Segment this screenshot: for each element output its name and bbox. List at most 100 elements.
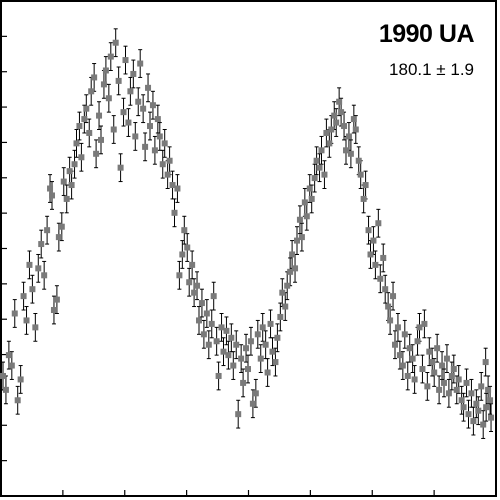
data-point xyxy=(392,341,398,348)
data-point xyxy=(233,341,240,348)
data-point xyxy=(26,261,33,268)
data-point xyxy=(404,372,411,379)
data-point xyxy=(176,272,183,279)
data-point xyxy=(409,355,416,362)
data-point xyxy=(262,341,269,348)
data-point xyxy=(247,338,254,345)
data-point xyxy=(482,359,489,366)
data-point xyxy=(289,251,296,258)
data-point xyxy=(488,414,495,421)
data-point xyxy=(284,282,291,289)
data-point xyxy=(318,147,325,154)
data-point xyxy=(130,70,137,77)
data-point xyxy=(465,411,472,418)
data-point xyxy=(269,348,276,355)
data-point xyxy=(174,185,181,192)
data-point xyxy=(460,404,467,411)
data-point xyxy=(151,147,158,154)
data-point xyxy=(147,123,153,130)
data-point xyxy=(328,126,335,133)
data-point xyxy=(287,268,294,275)
data-point xyxy=(480,421,487,428)
data-point xyxy=(414,338,421,345)
data-point xyxy=(292,265,299,272)
data-point xyxy=(298,234,305,241)
data-point xyxy=(166,157,173,164)
data-point xyxy=(341,123,348,130)
data-point xyxy=(142,143,149,150)
data-point xyxy=(78,154,85,161)
data-point xyxy=(156,133,163,140)
error-bars xyxy=(1,28,494,439)
data-point xyxy=(47,185,54,192)
data-point xyxy=(445,390,452,397)
data-point xyxy=(448,372,455,379)
data-point xyxy=(107,53,114,60)
data-point xyxy=(431,369,438,376)
data-point xyxy=(96,112,103,119)
data-point xyxy=(29,286,36,293)
data-point xyxy=(210,293,217,300)
data-point xyxy=(372,261,379,268)
data-point xyxy=(140,105,147,112)
data-point xyxy=(301,199,308,206)
data-point xyxy=(205,341,212,348)
data-point xyxy=(345,133,352,140)
data-point xyxy=(112,39,119,46)
data-point xyxy=(252,390,259,397)
data-point xyxy=(443,355,450,362)
data-point xyxy=(115,77,122,84)
data-point xyxy=(455,376,462,383)
data-point xyxy=(367,251,374,258)
data-point xyxy=(83,105,90,112)
data-point xyxy=(58,223,65,230)
data-point xyxy=(254,331,261,338)
data-point xyxy=(394,324,401,331)
data-point xyxy=(274,334,281,341)
data-point xyxy=(245,366,251,373)
data-point xyxy=(71,161,78,168)
data-point xyxy=(98,136,104,143)
data-point xyxy=(20,293,27,300)
data-point xyxy=(306,185,313,192)
data-point xyxy=(66,168,73,175)
data-point xyxy=(120,109,127,116)
data-point xyxy=(421,320,428,327)
data-point xyxy=(259,324,266,331)
data-point xyxy=(453,386,460,393)
data-point xyxy=(468,390,475,397)
data-point xyxy=(483,404,490,411)
data-point xyxy=(450,366,457,373)
data-point xyxy=(387,317,394,324)
data-point xyxy=(343,147,349,154)
data-point xyxy=(38,241,45,248)
data-point xyxy=(323,129,330,136)
data-point xyxy=(243,345,250,352)
data-point xyxy=(406,345,413,352)
data-point xyxy=(203,310,210,317)
data-point xyxy=(463,379,470,386)
data-point xyxy=(49,192,55,199)
data-point xyxy=(81,116,88,123)
data-point xyxy=(189,261,196,268)
data-point xyxy=(122,57,129,64)
data-points xyxy=(0,39,495,428)
data-point xyxy=(352,126,359,133)
data-point xyxy=(191,289,198,296)
data-point xyxy=(50,307,57,314)
data-point xyxy=(184,244,191,251)
data-point xyxy=(439,362,446,369)
data-point xyxy=(338,109,345,116)
data-point xyxy=(11,310,18,317)
data-point xyxy=(272,359,279,366)
data-point xyxy=(485,386,492,393)
data-point xyxy=(23,317,30,324)
data-point xyxy=(35,265,42,272)
data-point xyxy=(264,369,271,376)
data-point xyxy=(326,140,333,147)
data-point xyxy=(303,213,310,220)
data-point xyxy=(60,178,67,185)
data-point xyxy=(161,140,168,147)
data-point xyxy=(91,74,98,81)
data-point xyxy=(86,129,93,136)
